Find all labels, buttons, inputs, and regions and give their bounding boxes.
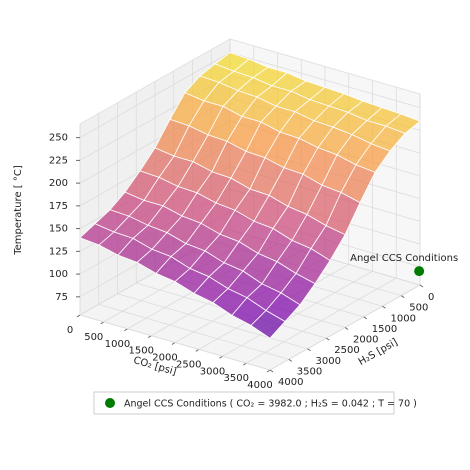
z-tick-label: 100 bbox=[49, 269, 68, 280]
legend-marker bbox=[105, 398, 115, 408]
point-marker bbox=[414, 266, 425, 277]
z-tick-label: 150 bbox=[49, 224, 68, 235]
x-tick bbox=[266, 369, 271, 373]
x-tick bbox=[76, 314, 81, 318]
grid-line bbox=[98, 303, 289, 360]
y-tick-label: 2000 bbox=[353, 335, 378, 346]
y-tick bbox=[382, 305, 386, 309]
y-tick-label: 3500 bbox=[297, 366, 322, 377]
legend-box bbox=[93, 391, 395, 415]
grid-line bbox=[79, 52, 231, 138]
z-tick-label: 225 bbox=[49, 155, 68, 166]
z-tick-label: 175 bbox=[49, 201, 68, 212]
y-tick bbox=[344, 327, 349, 330]
x-tick bbox=[147, 335, 152, 339]
y-tick-label: 2500 bbox=[334, 345, 359, 356]
y-tick-label: 0 bbox=[428, 292, 434, 303]
y-tick-label: 3000 bbox=[316, 356, 341, 367]
y-tick bbox=[363, 316, 368, 320]
z-tick-label: 200 bbox=[49, 178, 68, 189]
x-tick-label: 4000 bbox=[247, 380, 272, 391]
y-tick-label: 4000 bbox=[278, 377, 303, 388]
x-tick bbox=[219, 355, 223, 359]
y-tick bbox=[400, 295, 405, 299]
point-annotation: Angel CCS Conditions bbox=[350, 253, 458, 264]
y-tick bbox=[269, 369, 274, 373]
x-tick-label: 3500 bbox=[224, 373, 249, 384]
x-tick bbox=[171, 342, 176, 345]
legend-label: Angel CCS Conditions ( CO₂ = 3982.0 ; H₂… bbox=[124, 399, 417, 410]
x-tick-label: 2500 bbox=[176, 359, 201, 370]
x-tick-label: 3000 bbox=[200, 366, 225, 377]
y-tick-label: 500 bbox=[409, 303, 428, 314]
x-tick-label: 2000 bbox=[152, 353, 177, 364]
x-tick-label: 0 bbox=[67, 325, 73, 336]
x-tick-label: 500 bbox=[84, 332, 103, 343]
y-tick-label: 1000 bbox=[391, 313, 416, 324]
y-tick bbox=[288, 358, 293, 362]
y-tick bbox=[419, 284, 424, 288]
y-tick bbox=[325, 337, 330, 341]
surface-patch bbox=[250, 310, 286, 339]
x-tick bbox=[124, 328, 128, 332]
z-tick-label: 250 bbox=[49, 133, 68, 144]
grid-line bbox=[79, 314, 271, 371]
x-tick-label: 1000 bbox=[105, 339, 130, 350]
y-tick-label: 1500 bbox=[372, 324, 397, 335]
surface bbox=[79, 52, 421, 339]
x-tick bbox=[100, 321, 105, 325]
x-tick bbox=[195, 348, 200, 352]
grid-line bbox=[117, 293, 308, 350]
x-tick-label: 1500 bbox=[129, 346, 154, 357]
z-tick-label: 75 bbox=[55, 292, 68, 303]
grid-line bbox=[229, 52, 421, 109]
z-axis-label: Temperature [ °C] bbox=[13, 165, 24, 256]
y-tick bbox=[307, 348, 311, 352]
x-tick bbox=[242, 362, 247, 366]
z-tick-label: 125 bbox=[49, 246, 68, 257]
